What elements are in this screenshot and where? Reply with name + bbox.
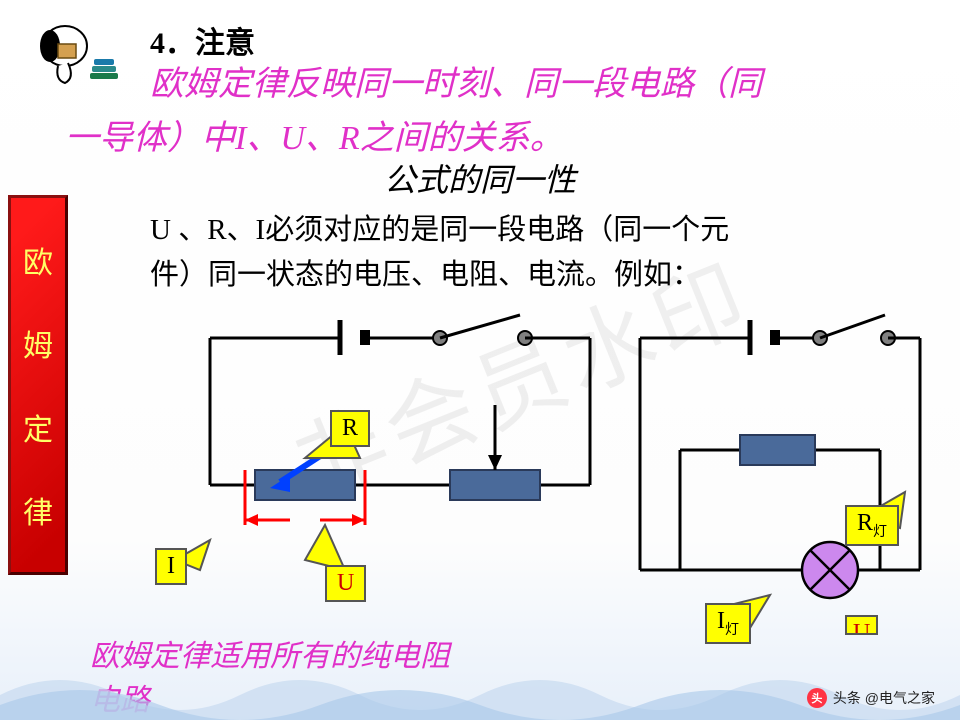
var-u: U (280, 120, 305, 157)
section-heading: 4．注意 (150, 18, 255, 62)
sep2: 、 (305, 120, 339, 157)
var-i: I (235, 120, 246, 157)
vertical-tablet: 欧 姆 定 律 (8, 195, 68, 575)
source-logo-icon: 头 (807, 688, 827, 708)
main-line-a: 欧姆定律反映同一时刻、同一段电路（同 (150, 66, 762, 103)
corner-illustration (20, 8, 130, 93)
bottom-line-2: 电路 (90, 684, 150, 717)
subtitle: 公式的同一性 (0, 155, 960, 201)
var-r: R (339, 120, 360, 157)
label-r-lamp: R灯 (845, 505, 899, 546)
body-line-2: 件）同一状态的电压、电阻、电流。例如： (150, 259, 701, 291)
circuit-1 (175, 315, 590, 570)
source-text: 头条 @电气之家 (833, 688, 935, 708)
sep1: 、 (246, 120, 280, 157)
label-i: I (155, 548, 187, 585)
label-u-lamp: U (845, 615, 878, 635)
main-statement: 欧姆定律反映同一时刻、同一段电路（同 一导体）中I、U、R之间的关系。 (150, 58, 930, 167)
attribution: 头 头条 @电气之家 (807, 688, 935, 708)
main-line-b: 一导体）中 (65, 120, 235, 157)
label-i-lamp: I灯 (705, 603, 751, 644)
circuit-2 (640, 315, 920, 628)
body-line-1: U 、R、I必须对应的是同一段电路（同一个元 (150, 214, 729, 246)
tablet-char: 定 (23, 405, 53, 449)
label-r: R (330, 410, 370, 447)
main-line-c: 之间的关系。 (360, 120, 564, 157)
body-text: U 、R、I必须对应的是同一段电路（同一个元 件）同一状态的电压、电阻、电流。例… (150, 208, 925, 298)
section-title: 注意 (195, 27, 255, 60)
tablet-char: 姆 (23, 321, 53, 365)
tablet-char: 律 (23, 488, 53, 532)
tablet-char: 欧 (23, 238, 53, 282)
label-u: U (325, 565, 366, 602)
bottom-line-1: 欧姆定律适用所有的纯电阻 (90, 640, 450, 673)
circuit-diagrams: R I U R灯 I灯 U (150, 310, 930, 650)
section-number: 4． (150, 27, 195, 60)
bottom-note: 欧姆定律适用所有的纯电阻 电路 (90, 635, 450, 722)
